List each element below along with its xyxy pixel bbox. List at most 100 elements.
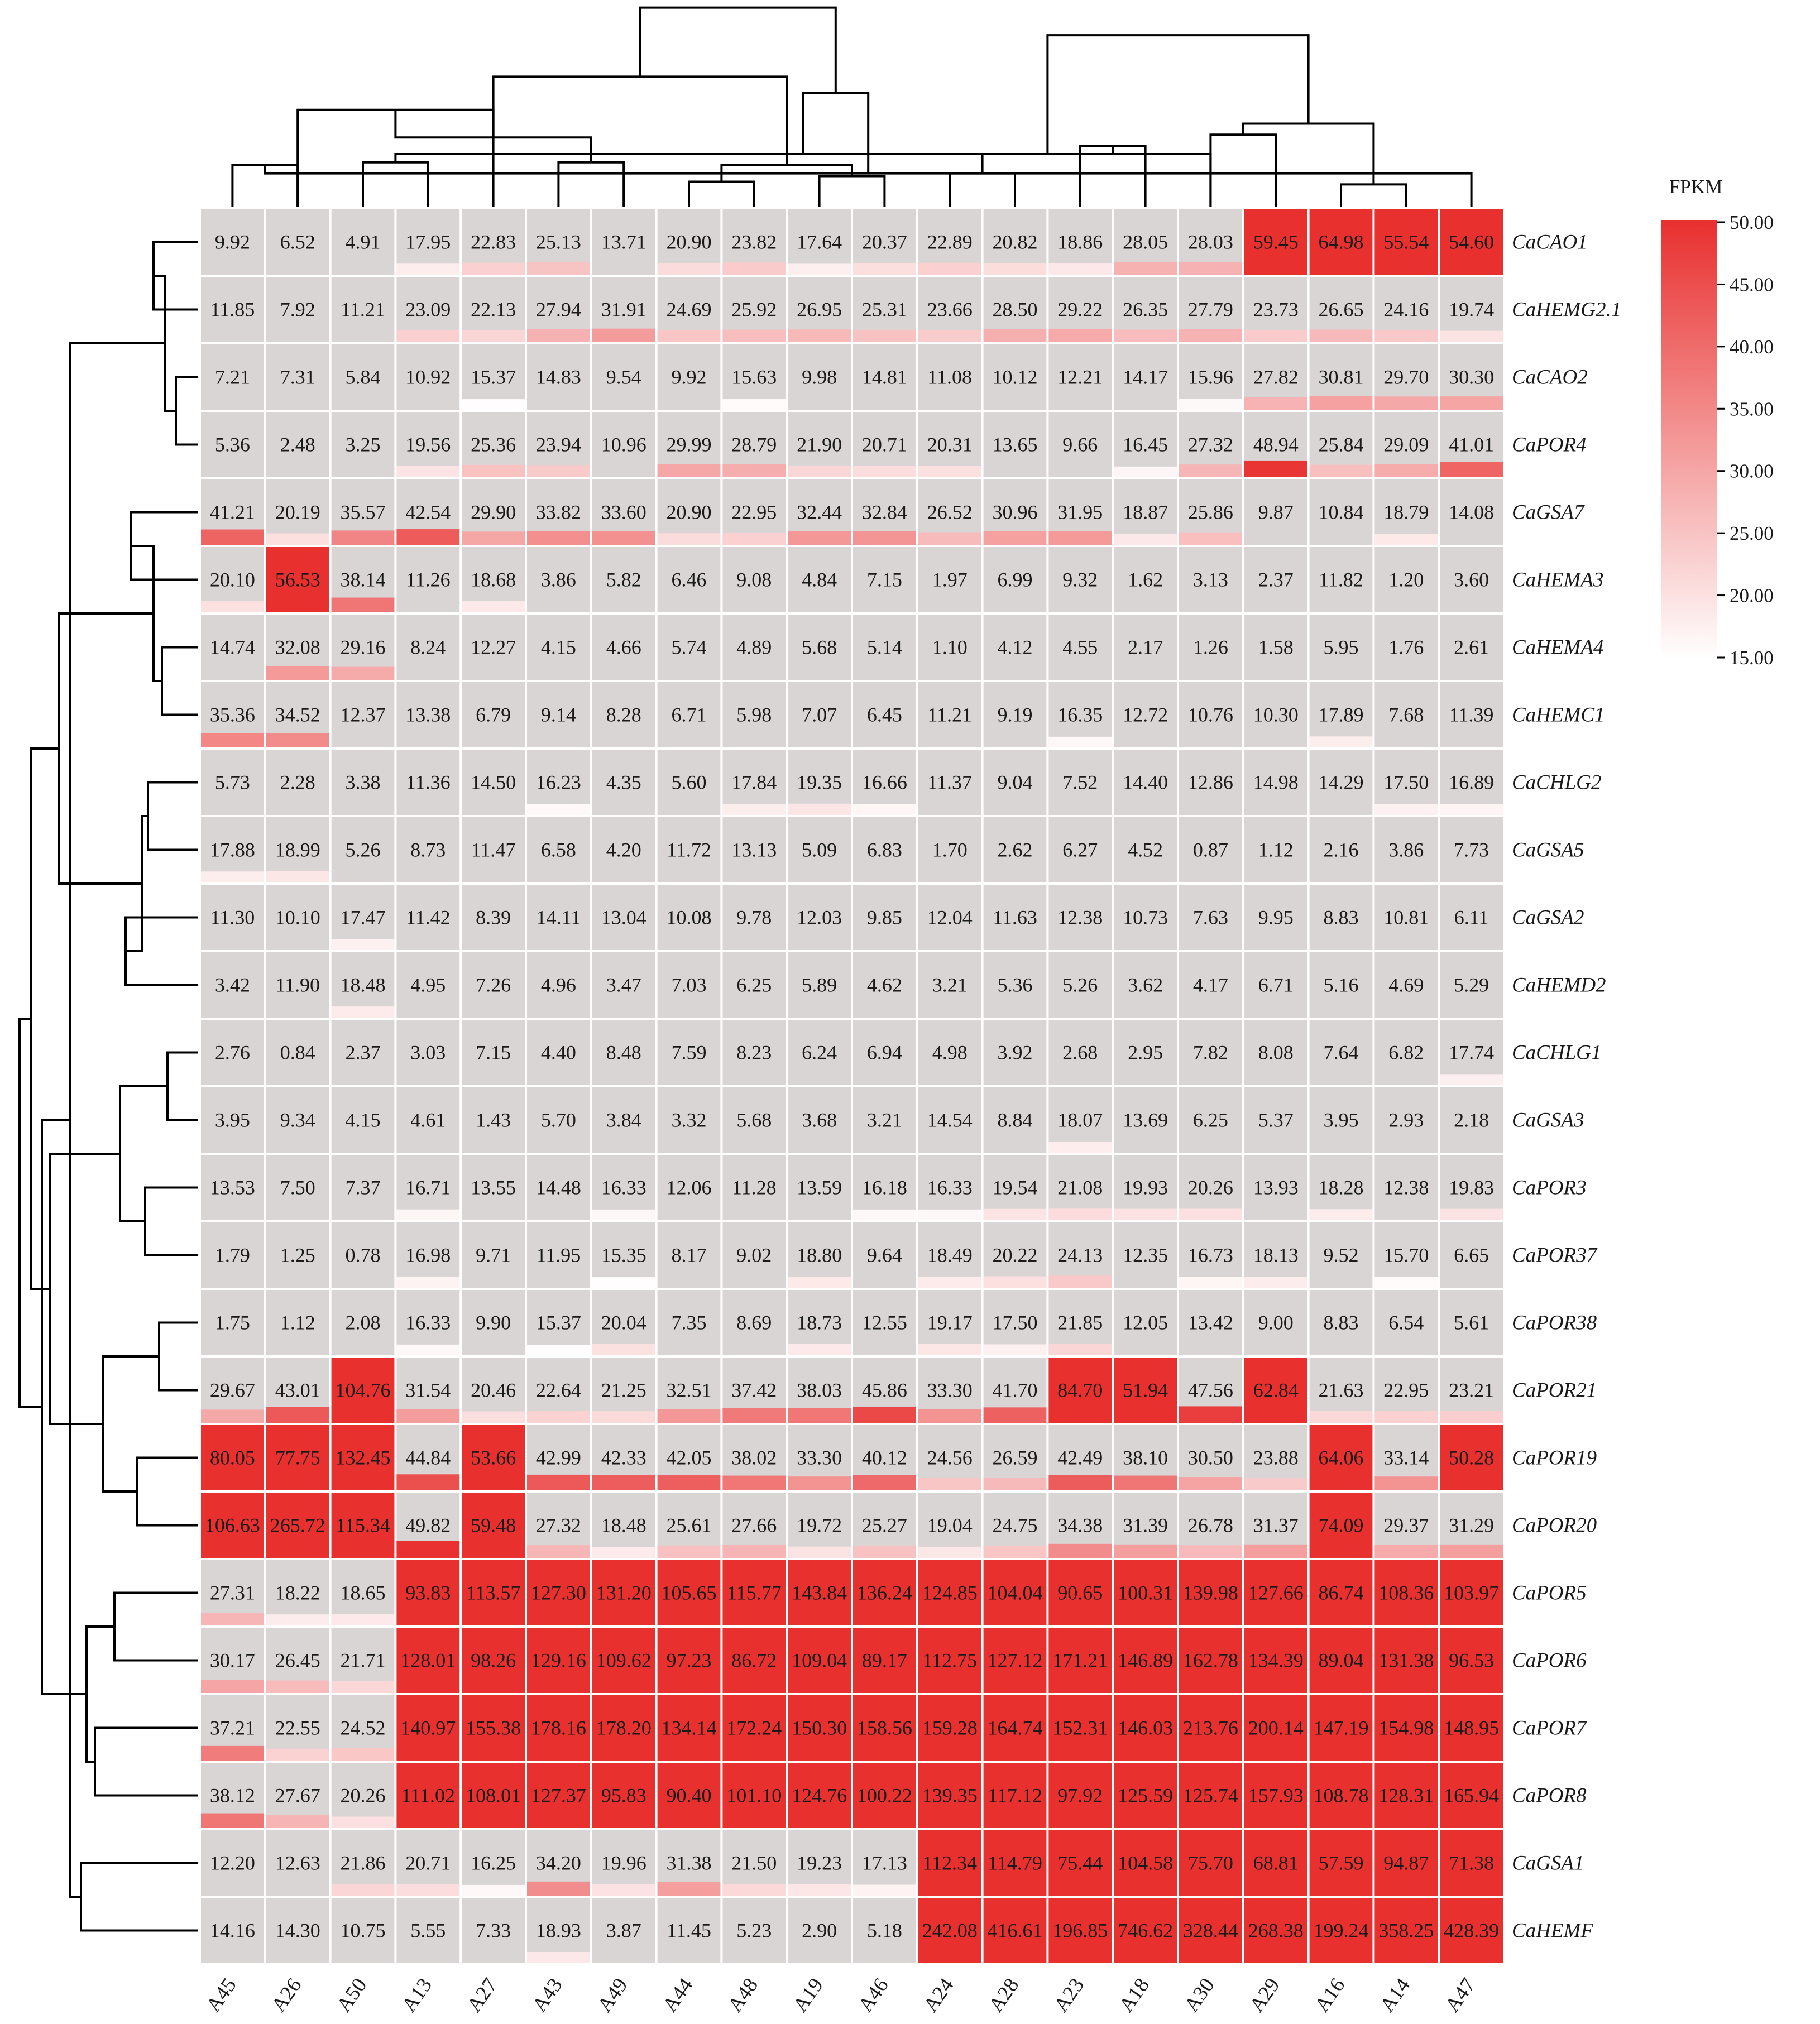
- heatmap-cell: 9.92: [201, 209, 264, 275]
- heatmap-cell: 24.56: [918, 1425, 981, 1490]
- heatmap-cell: 9.19: [983, 682, 1047, 747]
- cell-value: 5.29: [1454, 974, 1489, 996]
- column-dendrogram-branch: [1046, 34, 1310, 154]
- heatmap-cell: 23.21: [1440, 1358, 1503, 1423]
- heatmap-cell: 16.73: [1179, 1222, 1242, 1288]
- cell-fill: [462, 601, 525, 612]
- column-dendrogram-branch: [362, 161, 429, 207]
- heatmap-cell: 33.14: [1374, 1425, 1438, 1490]
- cell-value: 38.03: [797, 1379, 842, 1402]
- cell-value: 7.15: [867, 569, 902, 591]
- cell-value: 32.84: [862, 501, 907, 524]
- cell-value: 20.10: [210, 569, 255, 591]
- cell-background: [918, 344, 981, 410]
- cell-background: [396, 547, 460, 612]
- row-label: CaCAO2: [1512, 366, 1588, 389]
- heatmap-cell: 164.74: [983, 1695, 1047, 1761]
- cell-value: 10.84: [1319, 501, 1364, 524]
- heatmap-cell: 128.31: [1374, 1763, 1438, 1828]
- cell-background: [918, 682, 981, 747]
- cell-value: 127.37: [531, 1785, 586, 1807]
- cell-value: 15.70: [1383, 1244, 1429, 1267]
- heatmap-cell: 16.25: [462, 1830, 525, 1896]
- heatmap-cell: 17.50: [1374, 750, 1438, 815]
- cell-background: [1309, 1290, 1373, 1355]
- heatmap-cell: 13.13: [722, 817, 786, 882]
- cell-background: [1114, 412, 1177, 477]
- heatmap-cell: 16.23: [527, 750, 590, 815]
- heatmap-cell: 8.83: [1309, 1290, 1373, 1355]
- cell-background: [266, 1020, 329, 1085]
- cell-value: 11.37: [927, 771, 972, 794]
- cell-fill: [1244, 1544, 1307, 1558]
- cell-value: 12.72: [1123, 704, 1168, 726]
- heatmap-cell: 20.90: [657, 209, 721, 275]
- heatmap-cell: 33.30: [788, 1425, 851, 1490]
- heatmap-cell: 14.74: [201, 615, 264, 680]
- cell-value: 22.55: [275, 1717, 320, 1739]
- cell-background: [1374, 952, 1438, 1018]
- heatmap-cell: 30.81: [1309, 344, 1373, 410]
- cell-background: [788, 615, 851, 680]
- cell-fill: [1048, 1830, 1112, 1896]
- cell-fill: [396, 466, 460, 477]
- cell-value: 213.76: [1183, 1717, 1238, 1739]
- cell-fill: [1179, 1628, 1242, 1693]
- cell-value: 42.33: [601, 1447, 646, 1469]
- heatmap-cell: 20.90: [657, 479, 721, 545]
- cell-value: 23.73: [1253, 299, 1299, 321]
- cell-value: 5.26: [346, 839, 381, 861]
- heatmap-cell: 17.84: [722, 750, 786, 815]
- cell-value: 101.10: [726, 1785, 782, 1807]
- heatmap-cell: 1.20: [1374, 547, 1438, 612]
- cell-background: [396, 1087, 460, 1153]
- heatmap-cell: 7.63: [1179, 885, 1242, 950]
- row-label: CaCHLG1: [1512, 1042, 1601, 1064]
- cell-value: 62.84: [1253, 1379, 1299, 1402]
- cell-background: [331, 412, 395, 477]
- cell-value: 5.55: [410, 1920, 446, 1942]
- cell-value: 23.88: [1253, 1447, 1299, 1469]
- cell-value: 1.75: [215, 1312, 250, 1334]
- heatmap-cell: 9.54: [592, 344, 655, 410]
- cell-fill: [1440, 1411, 1503, 1423]
- heatmap-cell: 104.58: [1114, 1830, 1177, 1896]
- cell-fill: [462, 1884, 525, 1896]
- row-label: CaPOR4: [1512, 434, 1587, 457]
- cell-value: 3.21: [932, 974, 968, 996]
- heatmap-cell: 74.09: [1309, 1493, 1373, 1558]
- cell-fill: [1440, 330, 1503, 342]
- heatmap-cell: 9.52: [1309, 1222, 1373, 1288]
- cell-background: [1244, 885, 1307, 950]
- heatmap-cell: 9.98: [788, 344, 851, 410]
- cell-background: [1309, 479, 1373, 545]
- heatmap-cell: 265.72: [266, 1493, 329, 1558]
- heatmap-cell: 13.93: [1244, 1155, 1307, 1220]
- cell-fill: [1374, 1628, 1438, 1693]
- cell-value: 6.54: [1388, 1312, 1424, 1334]
- heatmap-cell: 6.71: [657, 682, 721, 747]
- cell-value: 268.38: [1248, 1920, 1304, 1942]
- heatmap-cell: 3.62: [1114, 952, 1177, 1018]
- cell-value: 14.16: [210, 1920, 255, 1942]
- cell-fill: [722, 1695, 786, 1761]
- cell-value: 9.95: [1258, 907, 1294, 929]
- cell-value: 12.27: [471, 636, 516, 659]
- cell-background: [1440, 952, 1503, 1018]
- cell-fill: [462, 330, 525, 342]
- heatmap-cell: 20.46: [462, 1358, 525, 1423]
- cell-value: 13.93: [1253, 1177, 1299, 1199]
- heatmap-cell: 23.94: [527, 412, 590, 477]
- cell-value: 9.71: [476, 1244, 511, 1267]
- heatmap-cell: 11.26: [396, 547, 460, 612]
- cell-background: [722, 1898, 786, 1963]
- cell-background: [983, 682, 1047, 747]
- cell-fill: [1179, 399, 1242, 410]
- cell-value: 115.34: [336, 1514, 390, 1537]
- heatmap-cells: 9.92 6.52 4.91 17.95 22.83 25.13 13.71 20.90 23.…: [201, 209, 1503, 1963]
- legend-tick-label: 30.00: [1730, 461, 1774, 482]
- cell-value: 31.95: [1057, 501, 1103, 524]
- cell-value: 14.50: [471, 771, 516, 794]
- cell-fill: [1309, 1763, 1373, 1828]
- heatmap-cell: 8.84: [983, 1087, 1047, 1153]
